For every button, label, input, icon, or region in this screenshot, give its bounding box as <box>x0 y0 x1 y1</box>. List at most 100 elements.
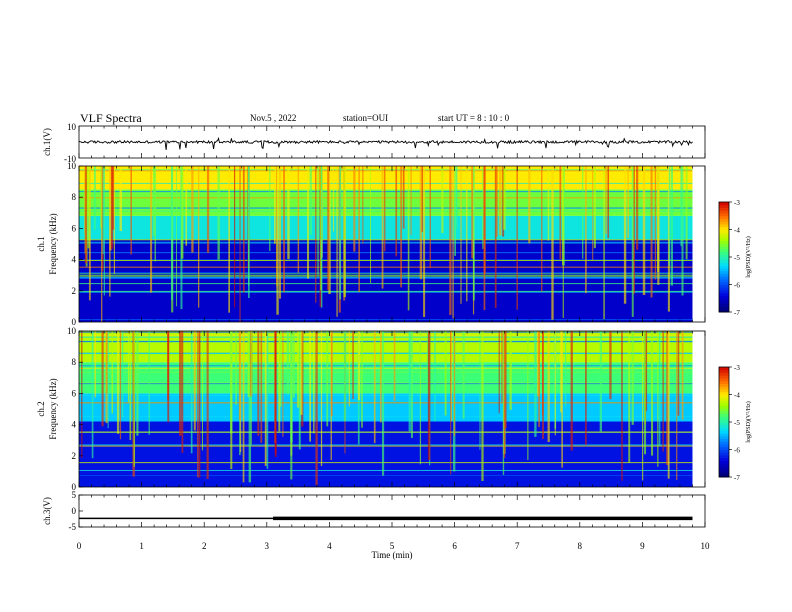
ch2-spectrogram-sferic-streak <box>662 331 664 452</box>
ch2-spectrogram-colorbar-cell <box>719 405 729 409</box>
ch1-spectrogram-sferic-streak <box>276 166 279 315</box>
ch1-spectrogram-colorbar-cell <box>719 273 729 277</box>
ch1-spectrogram-sferic-streak <box>562 166 564 319</box>
ch2-spectrogram-colorbar-cell <box>719 378 729 382</box>
ch1-spectrogram-band <box>79 215 693 240</box>
ch3-ytick-label: -5 <box>69 522 77 532</box>
ch2-spectrogram-sferic-streak <box>286 331 290 395</box>
xtick-label: 8 <box>578 541 583 551</box>
ch1-spectrogram-ylabel: Frequency (kHz) <box>48 213 58 274</box>
ch1-spectrogram-sferic-streak <box>343 166 346 298</box>
ch1-spectrogram-narrowband-line <box>79 170 693 172</box>
ch1-spectrogram-sferic-streak <box>483 166 485 240</box>
ch2-spectrogram-sferic-streak <box>585 331 587 445</box>
ch2-spectrogram-sferic-streak <box>444 331 447 416</box>
ch2-spectrogram-sferic-streak <box>343 331 347 422</box>
ch2-spectrogram-narrowband-line <box>79 365 693 367</box>
ch1-ylabel: ch.1(V) <box>42 128 52 156</box>
ch1-spectrogram-narrowband-line <box>79 241 693 243</box>
ch1-spectrogram-sferic-streak <box>327 166 330 291</box>
ch1-spectrogram-sferic-streak <box>217 166 220 260</box>
ch1-spectrogram-sferic-streak <box>242 166 245 293</box>
ch2-spectrogram-colorbar-cell <box>719 394 729 398</box>
ch1-spectrogram-sferic-streak <box>274 166 276 244</box>
ch1-spectrogram-ytick-label: 4 <box>72 255 77 265</box>
ch1-spectrogram-sferic-streak <box>175 166 178 307</box>
ch2-spectrogram-sferic-streak <box>279 331 282 407</box>
ch1-spectrogram-sferic-streak <box>472 166 475 301</box>
ch2-spectrogram-sferic-streak <box>282 331 284 437</box>
ch1-spectrogram-sferic-streak <box>383 166 386 252</box>
xtick-label: 7 <box>515 541 520 551</box>
ch1-spectrogram-colorbar-cell <box>719 292 729 296</box>
ch2-spectrogram-sferic-streak <box>94 331 96 398</box>
ch2-spectrogram-sferic-streak <box>393 331 396 402</box>
ch1-spectrogram-colorbar-cell <box>719 221 729 225</box>
xtick-label: 9 <box>640 541 645 551</box>
ch2-spectrogram-sferic-streak <box>242 331 245 483</box>
ch1-spectrogram-colorbar-cell <box>719 246 729 250</box>
ch1-spectrogram-sferic-streak <box>559 166 562 260</box>
ch2-spectrogram-colorbar-cell <box>719 402 729 406</box>
ch2-spectrogram-sferic-streak <box>479 331 481 450</box>
ch1-spectrogram-sferic-streak <box>306 166 310 279</box>
ch2-spectrogram-narrowband-line <box>79 445 693 447</box>
ch2-spectrogram-narrowband-line <box>79 341 693 343</box>
ch1-spectrogram-narrowband-line <box>79 319 693 321</box>
ch2-spectrogram-sferic-streak <box>300 331 303 415</box>
ch2-spectrogram-colorbar-cell <box>719 444 729 448</box>
ch2-spectrogram-sferic-streak <box>181 331 184 453</box>
ch1-spectrogram-sferic-streak <box>395 166 398 257</box>
ch2-spectrogram-sferic-streak <box>260 331 263 443</box>
ch1-spectrogram-colorbar-cell <box>719 218 729 222</box>
ch1-spectrogram-sferic-streak <box>228 166 231 313</box>
ch1-spectrogram-sferic-streak <box>516 166 518 310</box>
ch1-spectrogram-sferic-streak <box>101 166 103 322</box>
ch1-spectrogram-sferic-streak <box>631 166 634 317</box>
ch1-spectrogram-sferic-streak <box>315 166 317 303</box>
ch2-spectrogram-sferic-streak <box>453 331 456 436</box>
ch1-spectrogram-sferic-streak <box>423 166 426 317</box>
ch2-spectrogram-narrowband-line <box>79 474 693 476</box>
ch2-spectrogram-sferic-streak <box>105 331 108 424</box>
ch2-spectrogram-sferic-streak <box>298 331 301 450</box>
ch1-spectrogram-colorbar-cell <box>719 279 729 283</box>
ch1-spectrogram-sferic-streak <box>642 166 646 295</box>
ch2-spectrogram-sferic-streak <box>666 331 669 466</box>
ch3-ytick-label: 0 <box>72 506 77 516</box>
ch2-spectrogram-sferic-streak <box>381 331 385 476</box>
ch1-spectrogram-ytick-label: 10 <box>67 161 77 171</box>
ch2-spectrogram-sferic-streak <box>235 331 238 405</box>
ch2-spectrogram-narrowband-line <box>79 342 693 344</box>
ch1-spectrogram-sferic-streak <box>592 166 594 261</box>
ch2-spectrogram-sferic-streak <box>357 331 361 401</box>
ch1-spectrogram-sferic-streak <box>109 166 111 297</box>
ch1-spectrogram-sferic-streak <box>670 166 674 286</box>
ch1-spectrogram-ylabel-channel: ch.1 <box>36 236 46 251</box>
ch1-spectrogram-narrowband-line <box>79 259 693 261</box>
ch2-spectrogram-sferic-streak <box>91 331 94 459</box>
ch2-spectrogram-colorbar-cell <box>719 383 729 387</box>
ch1-spectrogram-sferic-streak <box>84 166 88 264</box>
ch2-spectrogram-sferic-streak <box>119 331 122 440</box>
ch1-spectrogram-sferic-streak <box>547 166 550 241</box>
ch1-spectrogram-colorbar-cell <box>719 268 729 272</box>
ch2-spectrogram-sferic-streak <box>621 331 623 481</box>
ch2-spectrogram-sferic-streak <box>238 331 241 421</box>
ch2-spectrogram-narrowband-line <box>79 334 693 336</box>
ch1-spectrogram-sferic-streak <box>494 166 497 308</box>
ch2-spectrogram-colorbar-cell <box>719 466 729 470</box>
ch1-spectrogram-colorbar-label: log(PSD)(V²/Hz) <box>745 236 752 277</box>
ch1-spectrogram-sferic-streak <box>603 166 605 320</box>
xtick-label: 0 <box>77 541 82 551</box>
ch2-spectrogram-colorbar-cell <box>719 408 729 412</box>
ch1-waveform-trace <box>78 136 693 150</box>
ch2-spectrogram-colorbar-tick-label: -5 <box>734 419 740 427</box>
ch1-spectrogram-sferic-streak <box>150 166 153 293</box>
ch2-spectrogram-colorbar-cell <box>719 446 729 450</box>
ch2-spectrogram-colorbar-cell <box>719 435 729 439</box>
ch1-spectrogram-narrowband-line <box>79 275 693 277</box>
ch2-spectrogram-sferic-streak <box>148 331 150 435</box>
ch1-spectrogram-colorbar-cell <box>719 287 729 291</box>
